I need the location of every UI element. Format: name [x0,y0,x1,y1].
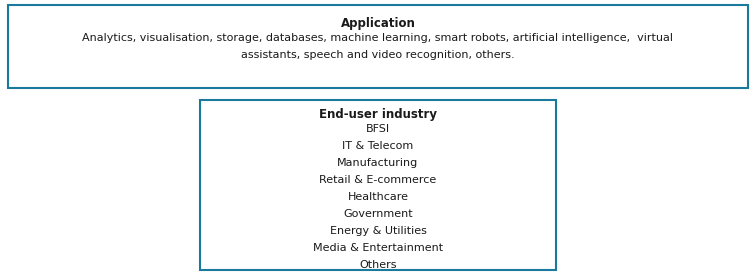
Text: Government: Government [343,209,413,219]
Text: End-user industry: End-user industry [319,108,437,121]
Text: IT & Telecom: IT & Telecom [342,141,414,151]
Text: BFSI: BFSI [366,124,390,134]
Text: Application: Application [340,17,416,30]
Bar [8,5,748,88]
Text: Retail & E-commerce: Retail & E-commerce [319,175,437,185]
Text: Others: Others [359,260,397,270]
Text: Manufacturing: Manufacturing [337,158,419,168]
Text: Analytics, visualisation, storage, databases, machine learning, smart robots, ar: Analytics, visualisation, storage, datab… [82,33,674,43]
Text: Media & Entertainment: Media & Entertainment [313,243,443,253]
Text: Healthcare: Healthcare [348,192,408,202]
Bar [200,100,556,270]
Text: Energy & Utilities: Energy & Utilities [330,226,426,236]
Text: assistants, speech and video recognition, others.: assistants, speech and video recognition… [241,50,515,60]
